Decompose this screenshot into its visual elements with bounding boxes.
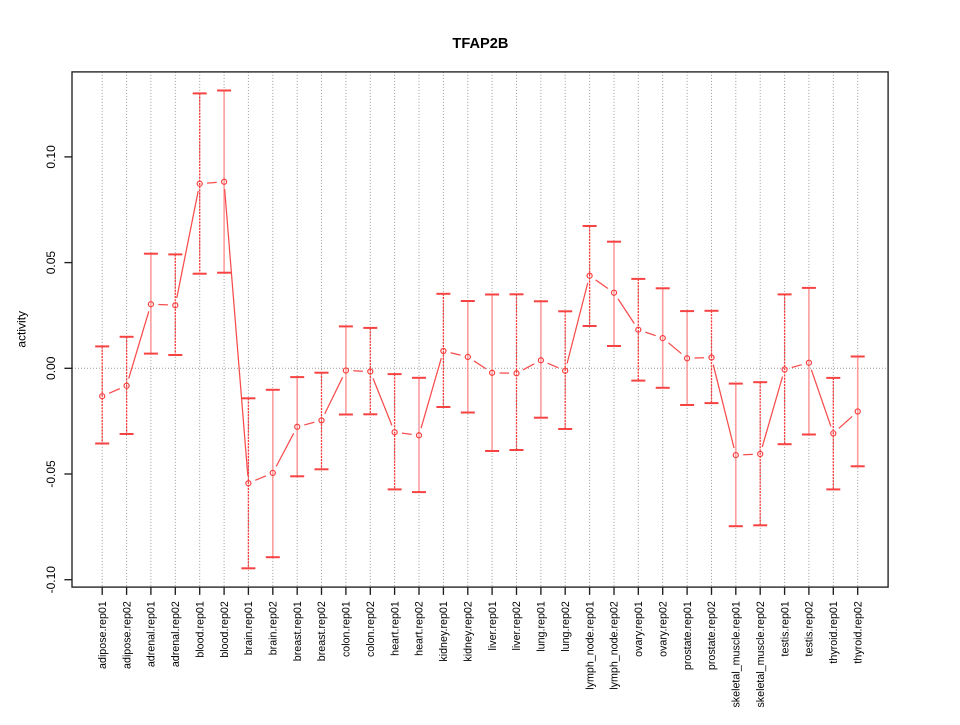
svg-text:lymph_node.rep02: lymph_node.rep02 bbox=[609, 601, 621, 690]
svg-text:ovary.rep02: ovary.rep02 bbox=[657, 601, 669, 657]
svg-text:testis.rep02: testis.rep02 bbox=[804, 601, 816, 656]
svg-text:prostate.rep02: prostate.rep02 bbox=[706, 601, 718, 670]
svg-text:lung.rep01: lung.rep01 bbox=[536, 601, 548, 652]
svg-text:adrenal.rep02: adrenal.rep02 bbox=[170, 601, 182, 667]
svg-text:adrenal.rep01: adrenal.rep01 bbox=[146, 601, 158, 667]
svg-text:blood.rep02: blood.rep02 bbox=[219, 601, 231, 658]
svg-text:adipose.rep01: adipose.rep01 bbox=[97, 601, 109, 669]
svg-text:breast.rep01: breast.rep01 bbox=[292, 601, 304, 661]
svg-text:breast.rep02: breast.rep02 bbox=[316, 601, 328, 661]
svg-text:heart.rep01: heart.rep01 bbox=[389, 601, 401, 656]
svg-text:0.10: 0.10 bbox=[44, 145, 58, 169]
svg-text:-0.05: -0.05 bbox=[44, 460, 58, 488]
svg-text:skeletal_muscle.rep02: skeletal_muscle.rep02 bbox=[755, 601, 767, 707]
svg-text:brain.rep02: brain.rep02 bbox=[268, 601, 280, 655]
svg-text:colon.rep02: colon.rep02 bbox=[365, 601, 377, 657]
svg-text:0.00: 0.00 bbox=[44, 356, 58, 380]
svg-text:heart.rep02: heart.rep02 bbox=[414, 601, 426, 656]
svg-text:prostate.rep01: prostate.rep01 bbox=[682, 601, 694, 670]
svg-text:kidney.rep02: kidney.rep02 bbox=[463, 601, 475, 661]
svg-text:testis.rep01: testis.rep01 bbox=[779, 601, 791, 656]
svg-text:thyroid.rep02: thyroid.rep02 bbox=[852, 601, 864, 663]
svg-text:blood.rep01: blood.rep01 bbox=[194, 601, 206, 658]
svg-text:ovary.rep01: ovary.rep01 bbox=[633, 601, 645, 657]
svg-text:thyroid.rep01: thyroid.rep01 bbox=[828, 601, 840, 663]
svg-text:lung.rep02: lung.rep02 bbox=[560, 601, 572, 652]
svg-text:TFAP2B: TFAP2B bbox=[452, 36, 508, 52]
svg-text:kidney.rep01: kidney.rep01 bbox=[438, 601, 450, 661]
svg-text:liver.rep02: liver.rep02 bbox=[511, 601, 523, 650]
svg-text:activity: activity bbox=[15, 311, 29, 348]
svg-text:skeletal_muscle.rep01: skeletal_muscle.rep01 bbox=[731, 601, 743, 707]
svg-text:-0.10: -0.10 bbox=[44, 566, 58, 594]
svg-text:0.05: 0.05 bbox=[44, 251, 58, 275]
svg-text:liver.rep01: liver.rep01 bbox=[487, 601, 499, 650]
svg-text:brain.rep01: brain.rep01 bbox=[243, 601, 255, 655]
svg-text:colon.rep01: colon.rep01 bbox=[341, 601, 353, 657]
svg-text:lymph_node.rep01: lymph_node.rep01 bbox=[584, 601, 596, 690]
svg-text:adipose.rep02: adipose.rep02 bbox=[121, 601, 133, 669]
